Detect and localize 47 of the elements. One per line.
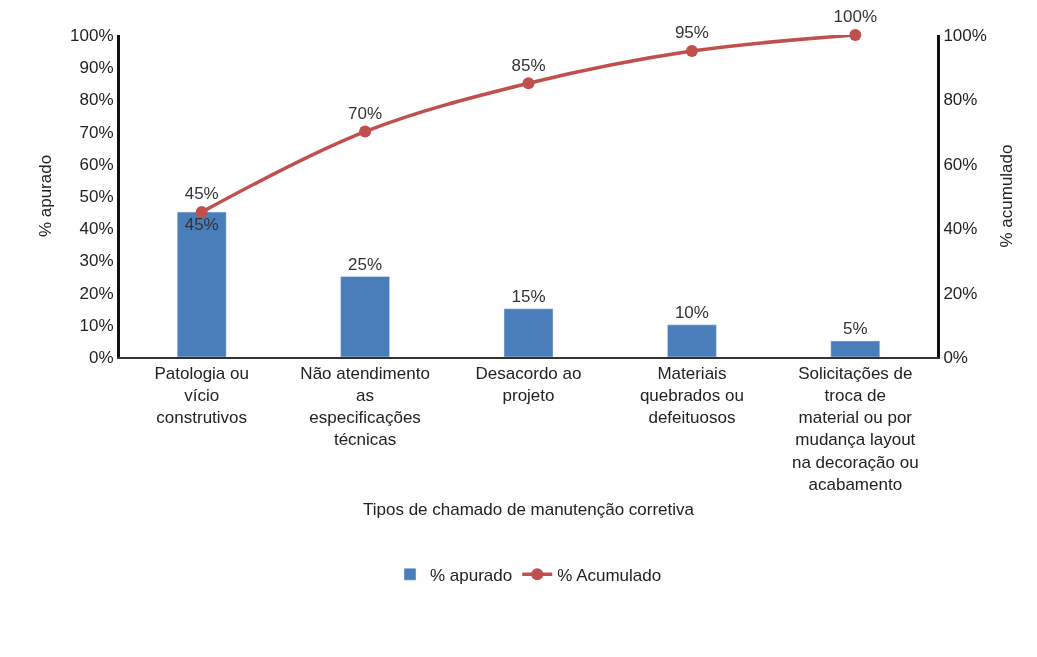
y-tick-label: 0%	[89, 347, 114, 367]
y-tick-label: 10%	[79, 315, 114, 335]
x-tick-label: Materiais quebrados ou defeituosos	[639, 364, 744, 428]
point	[685, 45, 698, 58]
y2-tick-label: 40%	[943, 219, 978, 239]
bar	[667, 324, 717, 357]
bar	[503, 308, 554, 357]
bar	[830, 340, 881, 357]
data-label: 85%	[511, 55, 546, 75]
x-tick-label: Solicitações de troca de material ou por mudança layout na decoração ou acabamento	[791, 364, 919, 494]
y-axis-title: % apurado	[35, 154, 55, 238]
x-tick-label: Desacordo ao projeto	[475, 364, 582, 406]
point	[195, 206, 208, 219]
legend-label: % apurado	[430, 565, 513, 585]
y-tick-label: 20%	[79, 283, 114, 303]
data-label: 25%	[348, 254, 383, 274]
y-tick-label: 90%	[79, 58, 114, 78]
y-tick-label: 50%	[79, 186, 114, 206]
x-tick-label: Patologia ou vício construtivos	[154, 364, 249, 428]
data-label: 10%	[674, 302, 709, 322]
y2-axis-title: % acumulado	[997, 144, 1017, 248]
y2-tick-label: 100%	[943, 25, 987, 45]
data-label: 95%	[674, 23, 709, 43]
y2-tick-label: 60%	[943, 154, 978, 174]
bar	[176, 211, 227, 357]
data-label: 100%	[833, 7, 878, 27]
point	[359, 125, 372, 138]
x-axis-title: Tipos de chamado de manutenção corretiva	[362, 499, 695, 519]
y-tick-label: 70%	[79, 122, 114, 142]
y-tick-label: 60%	[79, 154, 114, 174]
data-label: 45%	[184, 184, 219, 204]
y-tick-label: 100%	[70, 25, 114, 45]
y-tick-label: 80%	[79, 90, 114, 110]
legend-label: % Acumulado	[557, 565, 662, 585]
y-tick-label: 40%	[79, 219, 114, 239]
data-label: 45%	[184, 215, 219, 235]
point	[522, 77, 535, 90]
x-tick-label: Não atendimento as especificações técnicas	[300, 364, 430, 450]
bar	[340, 276, 390, 357]
y-tick-label: 30%	[79, 251, 114, 271]
data-label: 15%	[511, 286, 546, 306]
data-label: 70%	[348, 103, 383, 123]
point	[849, 29, 862, 41]
y2-tick-label: 20%	[943, 283, 978, 303]
y2-tick-label: 0%	[943, 347, 968, 367]
data-label: 5%	[843, 318, 868, 338]
y2-tick-label: 80%	[943, 90, 978, 110]
